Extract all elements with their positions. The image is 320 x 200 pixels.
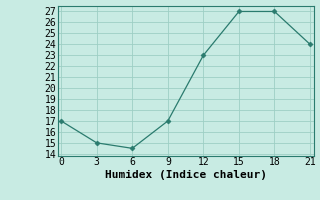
X-axis label: Humidex (Indice chaleur): Humidex (Indice chaleur) — [105, 170, 267, 180]
